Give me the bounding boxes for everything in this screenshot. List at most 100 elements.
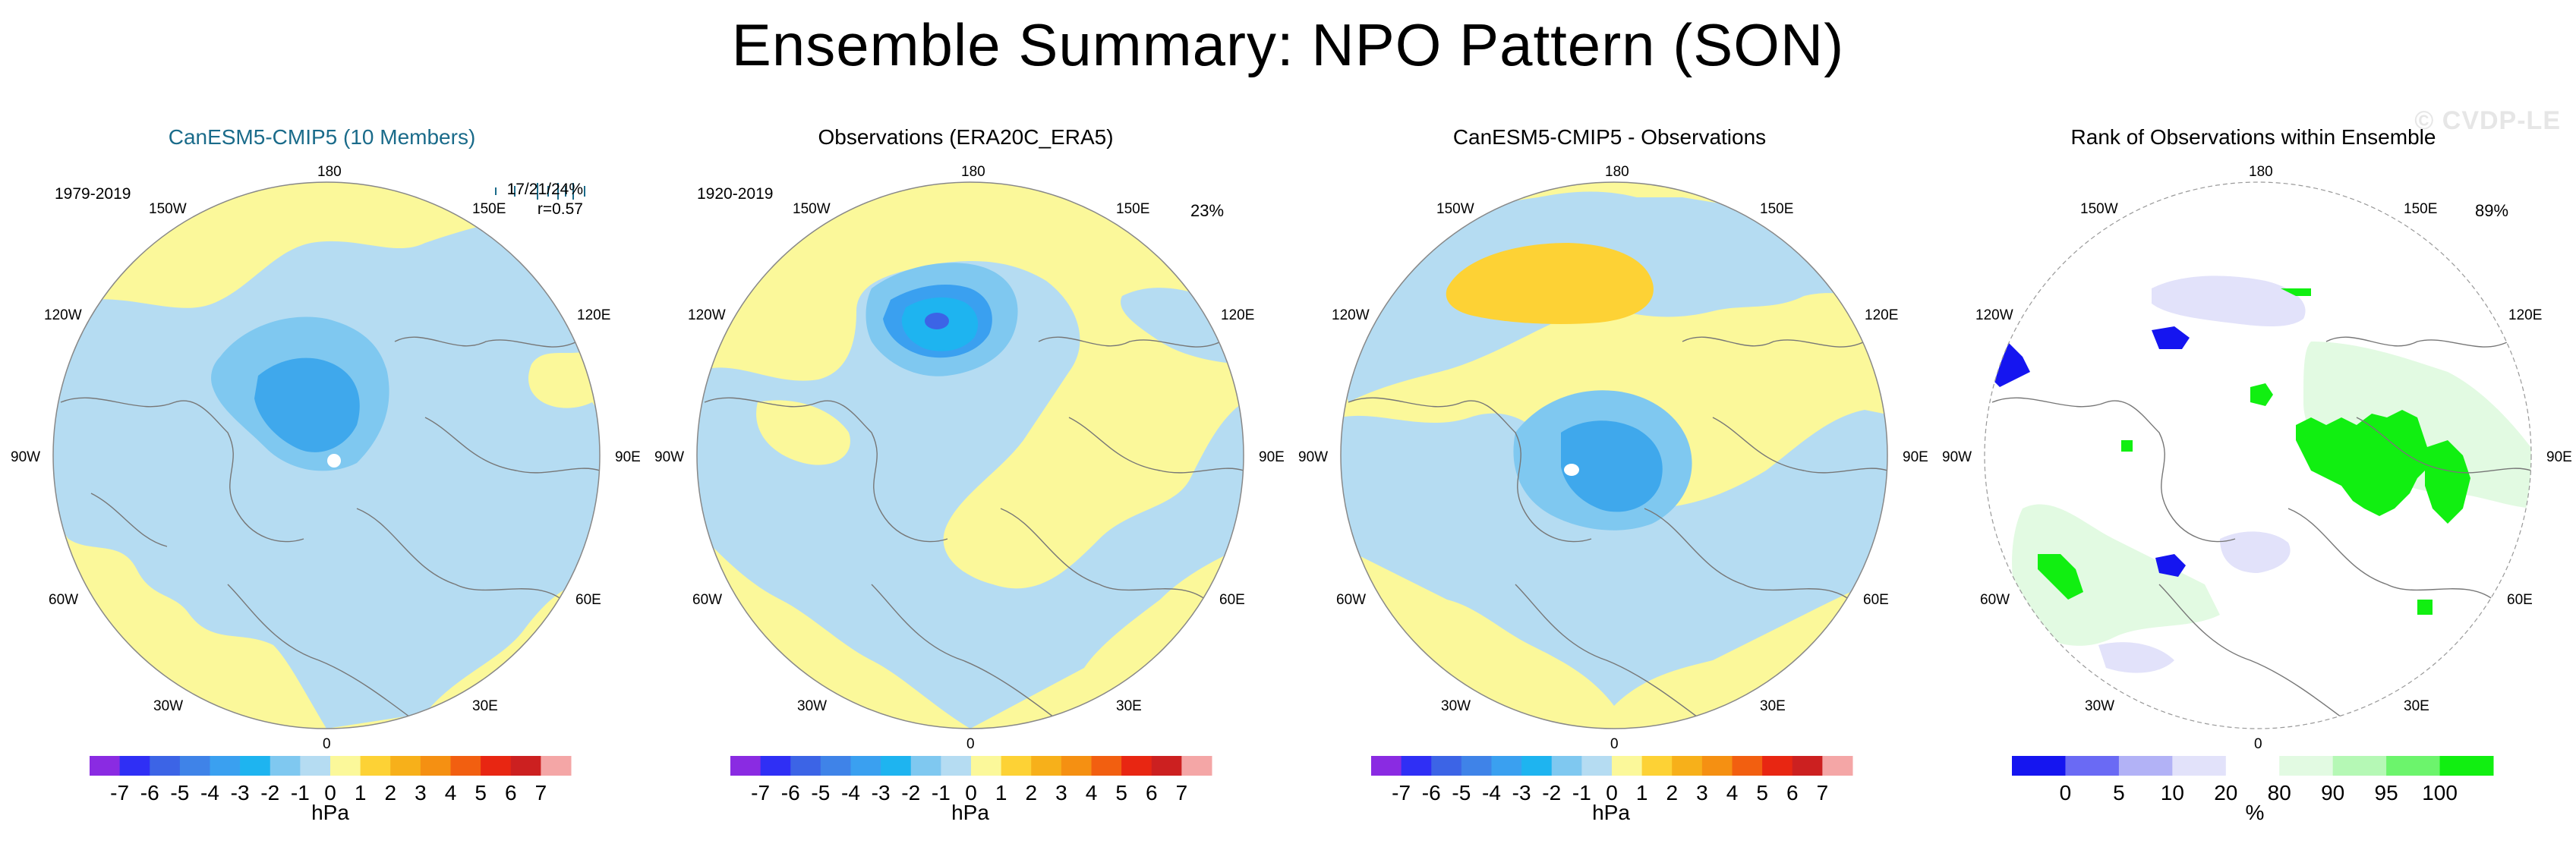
lon-label-150w: 150W: [793, 201, 831, 217]
stats-corr: 17/21/24%: [506, 181, 583, 198]
colorbar-swatch: [1121, 756, 1152, 776]
watermark: © CVDP-LE: [2414, 106, 2561, 135]
colorbar-tick-label: 5: [475, 781, 487, 804]
colorbar-tick-label: 6: [1146, 781, 1158, 804]
lon-label-120w: 120W: [44, 307, 82, 323]
polar-map: [52, 181, 601, 729]
rank-10-20: [2152, 276, 2306, 326]
rank-95-100: [2250, 383, 2273, 406]
colorbar-tick-label: 3: [1696, 781, 1708, 804]
colorbar-swatch: [360, 756, 391, 776]
coastlines: [1348, 336, 1887, 729]
rank-80-90: [2012, 504, 2220, 646]
stats-r: r=0.57: [537, 200, 583, 218]
colorbar-tick-label: 2: [1025, 781, 1037, 804]
lon-label-90e: 90E: [1903, 449, 1928, 465]
colorbar-swatch: [1181, 756, 1212, 776]
lon-label-180: 180: [2249, 164, 2273, 180]
colorbar-swatch: [179, 756, 210, 776]
lon-label-120e: 120E: [2508, 307, 2543, 323]
lon-label-60e: 60E: [1863, 592, 1889, 608]
colorbar-swatch: [150, 756, 181, 776]
colorbar-swatch: [1371, 756, 1402, 776]
polar-map: [1340, 181, 1888, 729]
lon-label-0: 0: [2254, 736, 2262, 752]
colorbar-swatch: [2118, 756, 2173, 776]
pct-label: 23%: [1190, 201, 1225, 220]
colorbar-swatch: [1701, 756, 1733, 776]
lon-label-90w: 90W: [1298, 449, 1329, 465]
negative-region: [697, 261, 1244, 729]
rank-10-20: [2220, 531, 2291, 573]
colorbar-swatch: [541, 756, 572, 776]
colorbar-swatch: [2065, 756, 2120, 776]
colorbar-tick-label: 0: [324, 781, 336, 804]
rank-0-5: [2152, 326, 2190, 349]
colorbar-swatch: [90, 756, 121, 776]
unit-label: hPa: [951, 801, 989, 824]
lon-label-120w: 120W: [688, 307, 726, 323]
colorbar-tick-label: 1: [1636, 781, 1648, 804]
colorbar: -7 -6 -5 -4 -3 -2 -1 0 1 2 3 4 5 6 7: [730, 756, 1212, 804]
colorbar-tick-label: -6: [1422, 781, 1441, 804]
colorbar-swatch: [1001, 756, 1032, 776]
rank-10-20: [2098, 642, 2174, 673]
lon-label-30w: 30W: [2085, 698, 2115, 714]
lon-label-150e: 150E: [1116, 201, 1150, 217]
unit-label: %: [2245, 801, 2265, 824]
colorbar-tick-label: 5: [1756, 781, 1768, 804]
lon-label-90w: 90W: [654, 449, 685, 465]
colorbar-swatch: [1401, 756, 1432, 776]
lon-label-90e: 90E: [615, 449, 641, 465]
colorbar-tick-label: -5: [170, 781, 189, 804]
colorbar-swatch: [1431, 756, 1462, 776]
lon-label-30w: 30W: [1441, 698, 1471, 714]
colorbar-tick-label: 7: [535, 781, 547, 804]
colorbar-tick-label: -2: [260, 781, 279, 804]
negative-core-inner: [1561, 420, 1663, 512]
member-pc-ticks: [495, 183, 585, 200]
lon-label-60w: 60W: [1336, 592, 1367, 608]
colorbar-swatch: [330, 756, 361, 776]
panel-observations: Observations (ERA20C_ERA5) 1920-2019 23%…: [644, 114, 1288, 847]
panel-difference: CanESM5-CMIP5 - Observations 180 150W 15…: [1288, 114, 1931, 847]
colorbar-swatch: [910, 756, 941, 776]
lon-label-150w: 150W: [2080, 201, 2118, 217]
lon-label-150w: 150W: [1436, 201, 1474, 217]
colorbar-swatch: [1762, 756, 1793, 776]
colorbar-swatch: [2172, 756, 2227, 776]
colorbar-swatch: [1151, 756, 1182, 776]
colorbar-swatch: [210, 756, 241, 776]
panel-model: CanESM5-CMIP5 (10 Members) 1979-2019 17/…: [0, 114, 644, 847]
colorbar-swatch: [1551, 756, 1582, 776]
lon-label-0: 0: [1610, 736, 1619, 752]
lon-label-120e: 120E: [1865, 307, 1899, 323]
colorbar-tick-label: -4: [841, 781, 860, 804]
colorbar-swatch: [1732, 756, 1763, 776]
map-center-marker: [327, 454, 341, 468]
colorbar-swatch: [300, 756, 331, 776]
lon-label-150e: 150E: [472, 201, 506, 217]
page-title: Ensemble Summary: NPO Pattern (SON): [731, 11, 1845, 78]
colorbar-swatch: [971, 756, 1002, 776]
colorbar-tick-label: 6: [505, 781, 517, 804]
lon-label-60e: 60E: [2507, 592, 2533, 608]
lon-label-60e: 60E: [575, 592, 601, 608]
panel-title: Observations (ERA20C_ERA5): [818, 125, 1114, 149]
colorbar-swatch: [481, 756, 512, 776]
colorbar-tick-label: -4: [1482, 781, 1501, 804]
colorbar-tick-label: 0: [2060, 781, 2072, 804]
lon-label-30e: 30E: [1760, 698, 1786, 714]
lon-label-0: 0: [323, 736, 331, 752]
rank-95-100: [2417, 600, 2433, 615]
lon-label-120e: 120E: [577, 307, 611, 323]
colorbar-swatch: [1061, 756, 1092, 776]
colorbar-swatch: [2012, 756, 2066, 776]
colorbar-swatch: [790, 756, 821, 776]
positive-patch: [756, 400, 850, 465]
pct-label: 89%: [2475, 201, 2509, 220]
colorbar-tick-label: -3: [872, 781, 891, 804]
colorbar-swatch: [1581, 756, 1613, 776]
negative-core-center: [925, 313, 949, 329]
colorbar-tick-label: 100: [2422, 781, 2458, 804]
